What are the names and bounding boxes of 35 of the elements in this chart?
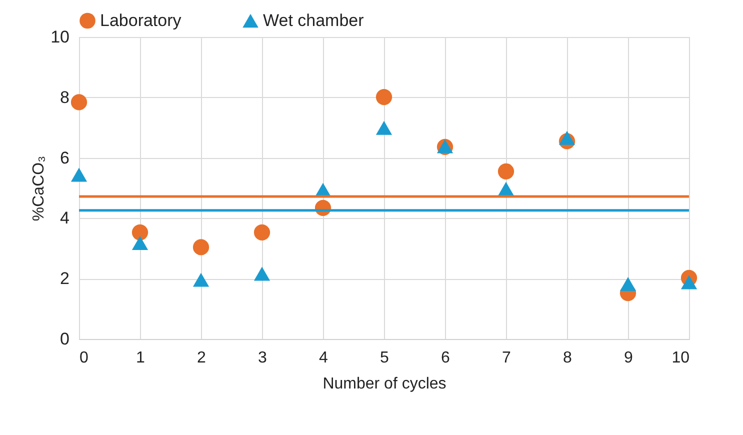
- legend-label: Wet chamber: [263, 10, 364, 30]
- x-tick-label: 0: [80, 350, 88, 366]
- point: [70, 94, 88, 110]
- x-axis-title: Number of cycles: [322, 376, 446, 392]
- x-tick-label: 3: [258, 350, 268, 366]
- x-tick-label: 4: [319, 350, 328, 366]
- y-tick-label: 10: [50, 28, 70, 46]
- x-tick-label: 9: [624, 350, 634, 366]
- x-tick-label: 10: [672, 350, 690, 366]
- y-tick-label: 4: [60, 208, 70, 228]
- point: [498, 163, 514, 180]
- x-tick-label: 5: [380, 350, 390, 366]
- point: [254, 266, 270, 281]
- legend-label: Laboratory: [100, 10, 182, 30]
- point: [620, 277, 636, 292]
- point: [132, 236, 148, 250]
- y-tick-label: 0: [60, 330, 70, 348]
- x-tick-label: 8: [563, 350, 572, 366]
- x-tick-label: 7: [502, 350, 512, 366]
- x-tick-label: 2: [197, 350, 206, 366]
- point: [192, 272, 210, 287]
- y-tick-label: 8: [60, 88, 70, 107]
- point: [558, 130, 576, 145]
- y-axis-title: %CaCO₃: [30, 156, 48, 222]
- x-tick-label: 6: [441, 350, 450, 366]
- point: [680, 275, 698, 290]
- y-tick-label: 6: [60, 148, 70, 168]
- point: [70, 168, 88, 182]
- point: [376, 120, 392, 135]
- y-tick-label: 2: [60, 269, 70, 288]
- point: [376, 89, 392, 106]
- point: [254, 224, 270, 240]
- point: [132, 224, 148, 240]
- x-tick-label: 1: [136, 350, 146, 366]
- point: [192, 239, 210, 256]
